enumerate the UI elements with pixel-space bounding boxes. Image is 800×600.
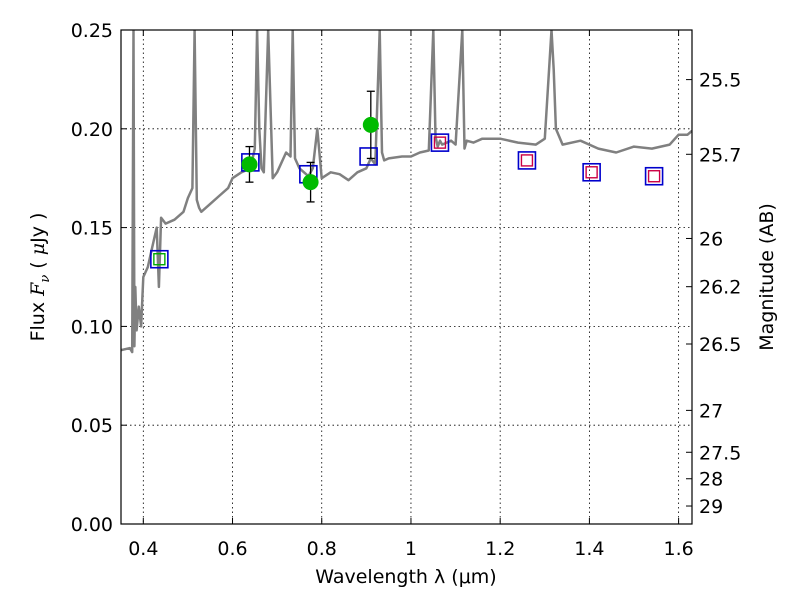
observed-point bbox=[241, 156, 258, 173]
y-label-mu: μ bbox=[27, 243, 49, 255]
x-tick-label: 0.6 bbox=[217, 538, 247, 560]
y-tick-label: 0.20 bbox=[71, 119, 113, 141]
model-square-marker bbox=[430, 133, 450, 152]
y-tick-label: 0.00 bbox=[71, 514, 113, 536]
model-square-marker bbox=[359, 147, 378, 166]
mag-tick-label: 26.5 bbox=[699, 334, 741, 356]
marker-layer bbox=[150, 90, 664, 269]
mag-tick-label: 26 bbox=[699, 228, 723, 250]
x-tick-label: 1.4 bbox=[574, 538, 604, 560]
inner-red-marker bbox=[433, 136, 447, 149]
plot-frame bbox=[120, 29, 693, 525]
y-label-jy: Jy ) bbox=[27, 213, 49, 244]
y-label-fnu: F bbox=[27, 282, 49, 297]
x-tick-label: 0.4 bbox=[128, 538, 158, 560]
y-tick-label: 0.15 bbox=[71, 218, 113, 240]
y-tick-label: 0.10 bbox=[71, 316, 113, 338]
inner-red-marker bbox=[520, 154, 534, 167]
observed-point bbox=[362, 116, 379, 133]
mag-tick-label: 29 bbox=[699, 496, 723, 518]
model-square-marker bbox=[582, 162, 601, 182]
ticks: 0.4 0.6 0.8 1 1.2 1.4 1.6 0.00 0.05 0.10 0.15 0.20 0… bbox=[71, 20, 742, 560]
observed-point bbox=[302, 174, 319, 191]
mag-tick-label: 27 bbox=[699, 400, 723, 422]
y-label-nu: ν bbox=[38, 275, 53, 283]
spectrum-line bbox=[121, 30, 692, 354]
x-axis-label: Wavelength λ (μm) bbox=[315, 566, 496, 588]
mag-tick-label: 25.7 bbox=[699, 144, 741, 166]
x-tick-label: 1.6 bbox=[664, 538, 694, 560]
model-square-marker bbox=[644, 166, 664, 186]
inner-red-marker bbox=[647, 170, 661, 183]
mag-tick-label: 28 bbox=[699, 469, 723, 491]
y-tick-label: 0.25 bbox=[71, 20, 113, 42]
y-axis-label-left: Flux Fν ( μJy ) bbox=[27, 213, 53, 342]
x-tick-label: 1.2 bbox=[485, 538, 515, 560]
y-tick-label: 0.05 bbox=[71, 415, 113, 437]
axis-labels: Wavelength λ (μm) Flux Fν ( μJy ) Magnit… bbox=[27, 203, 778, 588]
y-label-flux: Flux bbox=[27, 296, 49, 342]
spectrum-layer bbox=[121, 30, 692, 354]
mag-tick-label: 25.5 bbox=[699, 70, 741, 92]
grid bbox=[121, 30, 692, 524]
model-square-marker bbox=[517, 151, 537, 170]
model-square-marker bbox=[150, 249, 169, 269]
mag-tick-label: 26.2 bbox=[699, 277, 741, 299]
y-axis-label-right: Magnitude (AB) bbox=[756, 203, 778, 351]
inner-red-marker bbox=[585, 166, 598, 179]
x-tick-label: 0.8 bbox=[307, 538, 337, 560]
x-tick-label: 1 bbox=[405, 538, 417, 560]
inner-green-marker bbox=[153, 253, 166, 266]
y-label-unit: ( bbox=[27, 255, 49, 275]
mag-tick-label: 27.5 bbox=[699, 442, 741, 464]
